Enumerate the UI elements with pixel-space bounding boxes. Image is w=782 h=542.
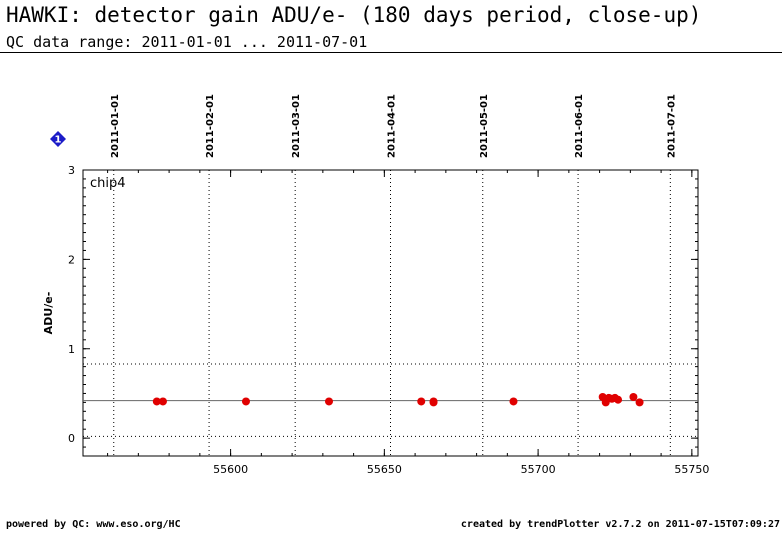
footer-powered-by: powered by QC: www.eso.org/HC bbox=[6, 519, 181, 530]
data-range-subtitle: QC data range: 2011-01-01 ... 2011-07-01 bbox=[6, 33, 368, 51]
date-marker-label: 2011-02-01 bbox=[205, 94, 216, 158]
date-marker-label: 2011-07-01 bbox=[666, 94, 677, 158]
y-tick-label: 0 bbox=[68, 432, 75, 445]
data-point bbox=[635, 398, 644, 407]
plot-frame bbox=[82, 169, 699, 457]
x-tick-label: 55600 bbox=[213, 463, 248, 476]
date-marker-label: 2011-05-01 bbox=[479, 94, 490, 158]
date-marker-label: 2011-03-01 bbox=[291, 94, 302, 158]
badge-diamond bbox=[50, 131, 66, 147]
footer-created-by: created by trendPlotter v2.7.2 on 2011-0… bbox=[460, 519, 780, 530]
y-tick-label: 2 bbox=[68, 253, 75, 266]
data-point bbox=[629, 393, 638, 402]
data-point bbox=[429, 398, 438, 407]
badge-label: 1 bbox=[55, 135, 62, 146]
data-point bbox=[241, 397, 250, 406]
data-point bbox=[158, 397, 167, 406]
page-title: HAWKI: detector gain ADU/e- (180 days pe… bbox=[6, 3, 702, 27]
data-point bbox=[325, 397, 333, 406]
x-tick-label: 55700 bbox=[521, 463, 556, 476]
x-tick-label: 55650 bbox=[367, 463, 402, 476]
x-tick-label: 55750 bbox=[674, 463, 709, 476]
info-badge-icon[interactable]: 1 bbox=[50, 131, 66, 147]
y-tick-label: 1 bbox=[68, 343, 75, 356]
data-point bbox=[417, 397, 426, 406]
data-point bbox=[152, 397, 161, 406]
panel-label: chip4 bbox=[90, 176, 126, 191]
y-tick-label: 3 bbox=[68, 164, 75, 177]
data-point bbox=[509, 397, 518, 406]
date-marker-label: 2011-01-01 bbox=[110, 94, 121, 158]
date-marker-label: 2011-06-01 bbox=[574, 94, 585, 158]
header-divider bbox=[0, 52, 782, 53]
data-point bbox=[614, 395, 623, 404]
date-marker-label: 2011-04-01 bbox=[387, 94, 398, 158]
y-axis-label: ADU/e- bbox=[42, 292, 55, 335]
